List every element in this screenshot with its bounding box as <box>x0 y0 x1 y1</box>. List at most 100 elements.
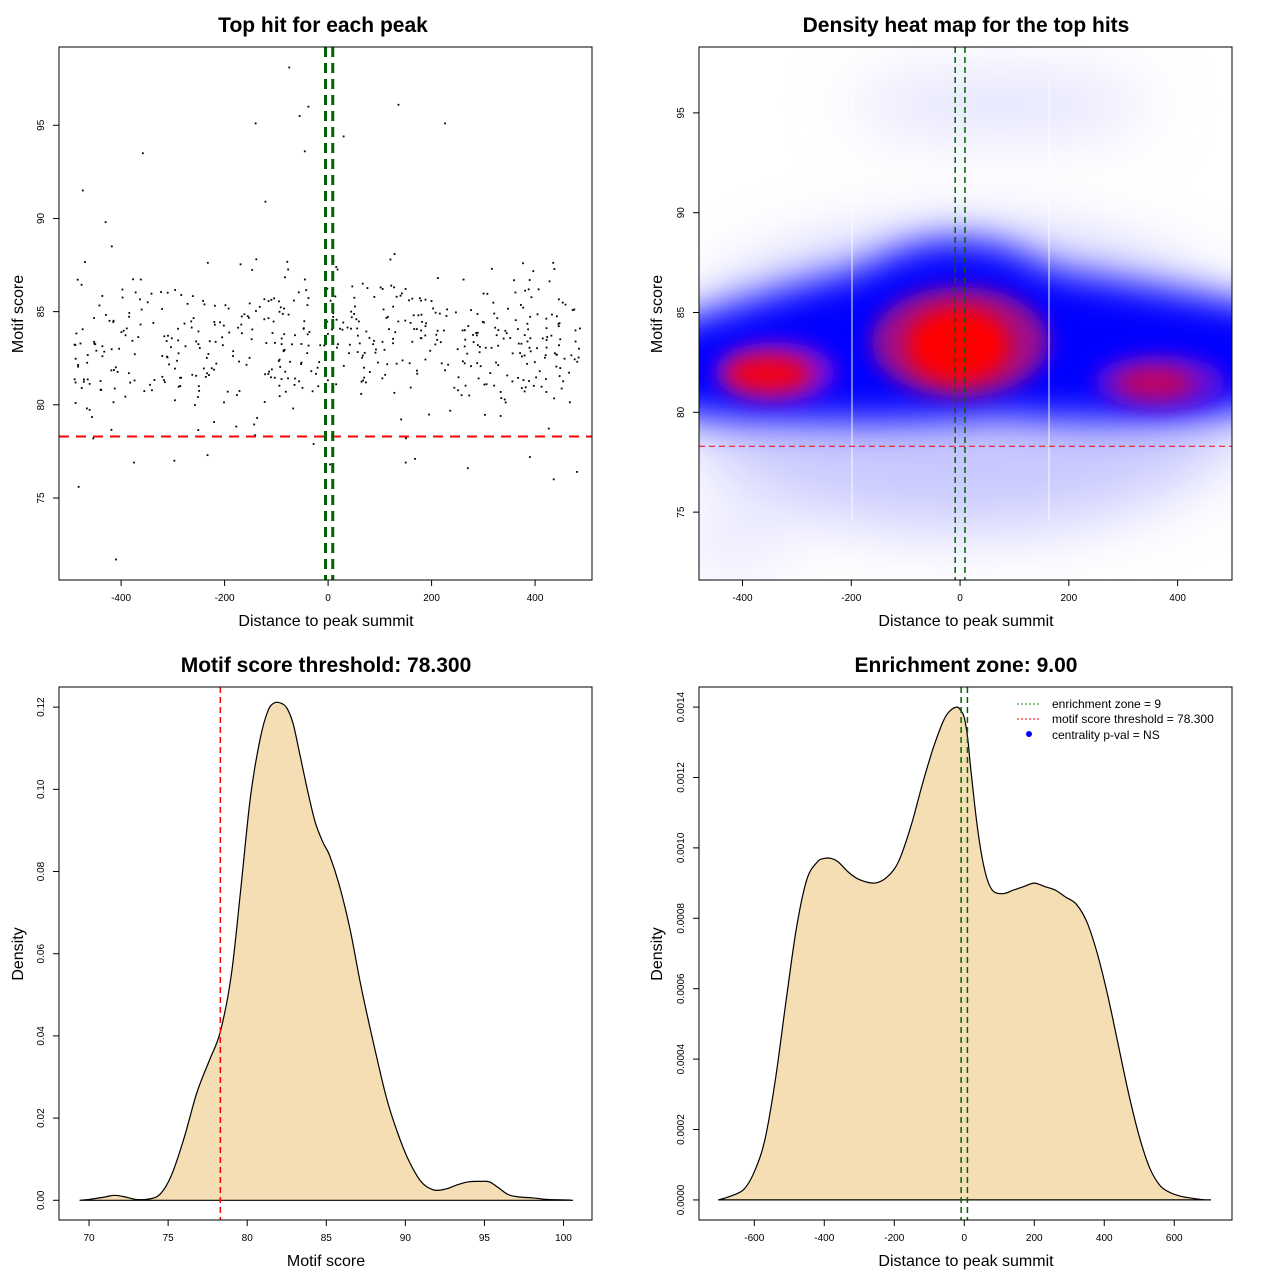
scatter-point <box>116 370 119 373</box>
scatter-point <box>434 343 437 346</box>
scatter-point <box>74 402 77 404</box>
scatter-point <box>405 437 407 440</box>
scatter-point <box>127 372 130 375</box>
scatter-y-tick-label: 75 <box>36 492 47 504</box>
scatter-point <box>545 317 548 320</box>
scatter-point <box>98 304 101 307</box>
scatter-point <box>353 313 355 315</box>
scatter-point <box>264 373 267 376</box>
scatter-point <box>268 370 270 373</box>
scatter-point <box>177 385 180 388</box>
scatter-point <box>499 415 502 417</box>
scatter-point <box>294 334 296 337</box>
scatter-point <box>521 355 523 358</box>
scatter-point <box>240 315 243 318</box>
scatter-point <box>248 302 251 305</box>
scatter-point <box>294 377 296 380</box>
scatter-point <box>277 360 280 362</box>
scatter-point <box>235 425 238 428</box>
scatter-point <box>502 337 505 340</box>
scatter-point <box>495 334 498 337</box>
scatter-point <box>478 351 481 354</box>
scatter-point <box>557 322 560 325</box>
scatter-point <box>163 381 166 384</box>
scatter-y-axis: 75 80 85 90 95 <box>36 119 59 504</box>
scatter-point <box>80 387 83 389</box>
scatter-point <box>379 286 382 289</box>
scatter-point <box>163 335 166 338</box>
scatter-point <box>258 305 261 308</box>
scatter-point <box>342 364 345 367</box>
scatter-point <box>497 329 500 332</box>
scatter-point <box>128 315 130 318</box>
scatter-point <box>529 337 532 340</box>
scatter-point <box>146 301 149 304</box>
scatter-point <box>496 317 499 320</box>
distance-density-x-tick-label: 200 <box>1026 1233 1043 1244</box>
scatter-point <box>559 367 562 369</box>
scatter-x-axis: -400 -200 0 200 400 <box>111 580 544 604</box>
scatter-point <box>337 343 339 346</box>
scatter-point <box>442 329 445 332</box>
scatter-point <box>131 339 134 342</box>
scatter-point <box>278 358 281 361</box>
scatter-point <box>399 294 402 297</box>
scatter-point <box>265 342 268 344</box>
scatter-point <box>331 328 333 331</box>
scatter-point <box>420 329 423 332</box>
scatter-point <box>113 369 115 371</box>
scatter-point <box>206 261 209 264</box>
scatter-point <box>214 340 217 343</box>
score-density-area <box>79 701 574 1201</box>
heatmap-y-tick-label: 85 <box>676 307 687 319</box>
scatter-point <box>562 380 565 383</box>
scatter-point <box>484 413 486 416</box>
score-density-y-tick-label: 0.00 <box>36 1190 47 1210</box>
scatter-point <box>77 363 79 366</box>
scatter-point <box>543 356 546 359</box>
scatter-x-tick-label: -200 <box>215 593 235 604</box>
scatter-point <box>466 352 469 355</box>
scatter-point <box>203 303 206 306</box>
scatter-point <box>208 374 210 376</box>
scatter-point <box>336 346 338 349</box>
scatter-point <box>360 393 363 395</box>
scatter-point <box>440 362 443 365</box>
scatter-point <box>335 266 338 268</box>
scatter-point <box>444 122 446 125</box>
scatter-point <box>489 372 492 374</box>
scatter-point <box>161 375 164 378</box>
scatter-point <box>470 309 472 311</box>
scatter-point <box>121 296 124 299</box>
scatter-point <box>375 348 377 351</box>
distance-density-x-tick-label: -200 <box>884 1233 904 1244</box>
scatter-point <box>411 297 414 300</box>
scatter-point <box>115 558 117 561</box>
scatter-point <box>83 378 85 381</box>
heatmap-plot-frame <box>698 46 1233 581</box>
distance-density-xlabel: Distance to peak summit <box>878 1253 1054 1270</box>
scatter-point <box>574 340 577 343</box>
scatter-xlabel: Distance to peak summit <box>238 613 414 630</box>
scatter-point <box>197 343 200 345</box>
score-density-ylabel: Density <box>10 927 27 980</box>
scatter-point <box>475 332 478 334</box>
scatter-point <box>476 362 479 364</box>
scatter-point <box>526 362 528 365</box>
scatter-point <box>524 386 527 389</box>
scatter-point <box>528 346 531 349</box>
scatter-point <box>170 337 173 340</box>
scatter-x-tick-label: 0 <box>325 593 331 604</box>
scatter-point <box>481 320 484 323</box>
scatter-point <box>255 258 258 261</box>
scatter-point <box>79 342 82 345</box>
scatter-point <box>86 378 89 381</box>
scatter-point <box>241 332 243 335</box>
scatter-point <box>460 394 463 397</box>
scatter-point <box>93 340 95 343</box>
scatter-point <box>541 337 544 340</box>
scatter-point <box>278 395 281 398</box>
scatter-point <box>335 383 338 386</box>
scatter-point <box>424 325 427 328</box>
scatter-point <box>228 331 231 334</box>
